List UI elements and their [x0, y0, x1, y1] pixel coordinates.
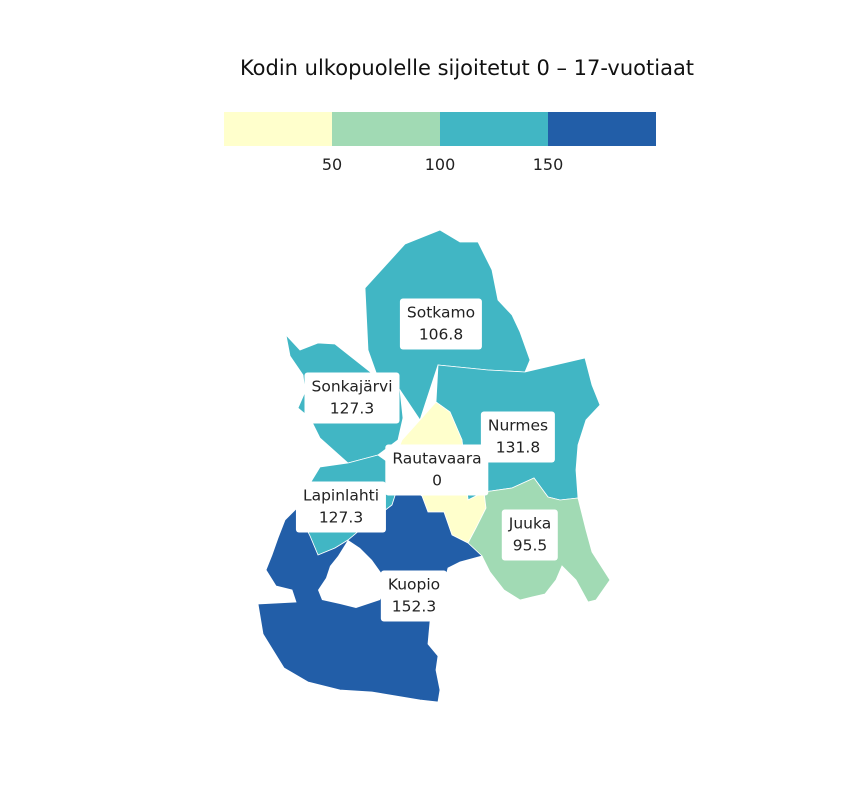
label-juuka: Juuka 95.5 [501, 509, 559, 561]
legend-swatch-3 [440, 112, 548, 146]
region-name: Sotkamo [406, 303, 476, 322]
region-value: 0 [432, 471, 442, 490]
region-name: Lapinlahti [302, 486, 380, 505]
region-value: 127.3 [318, 508, 364, 527]
label-kuopio: Kuopio 152.3 [380, 570, 448, 622]
region-name: Rautavaara [392, 449, 482, 468]
legend-tick-100: 100 [424, 155, 456, 174]
map-title: Kodin ulkopuolelle sijoitetut 0 – 17-vuo… [239, 56, 695, 80]
lake-area [318, 540, 386, 608]
legend-swatch-4 [548, 112, 656, 146]
legend-tick-150: 150 [532, 155, 564, 174]
region-name: Juuka [508, 514, 552, 533]
region-value: 95.5 [512, 536, 548, 555]
region-name: Nurmes [487, 416, 549, 435]
region-value: 127.3 [329, 399, 375, 418]
label-rautavaara: Rautavaara 0 [385, 444, 489, 496]
label-lapinlahti: Lapinlahti 127.3 [295, 481, 387, 533]
label-sonkajarvi: Sonkajärvi 127.3 [304, 372, 400, 424]
label-nurmes: Nurmes 131.8 [480, 411, 556, 463]
region-value: 131.8 [495, 438, 541, 457]
region-value: 152.3 [391, 597, 437, 616]
region-name: Kuopio [387, 575, 441, 594]
region-value: 106.8 [418, 325, 464, 344]
label-sotkamo: Sotkamo 106.8 [399, 298, 483, 350]
legend-swatch-1 [224, 112, 332, 146]
color-legend [224, 112, 656, 146]
legend-tick-50: 50 [321, 155, 343, 174]
region-name: Sonkajärvi [311, 377, 393, 396]
legend-swatch-2 [332, 112, 440, 146]
